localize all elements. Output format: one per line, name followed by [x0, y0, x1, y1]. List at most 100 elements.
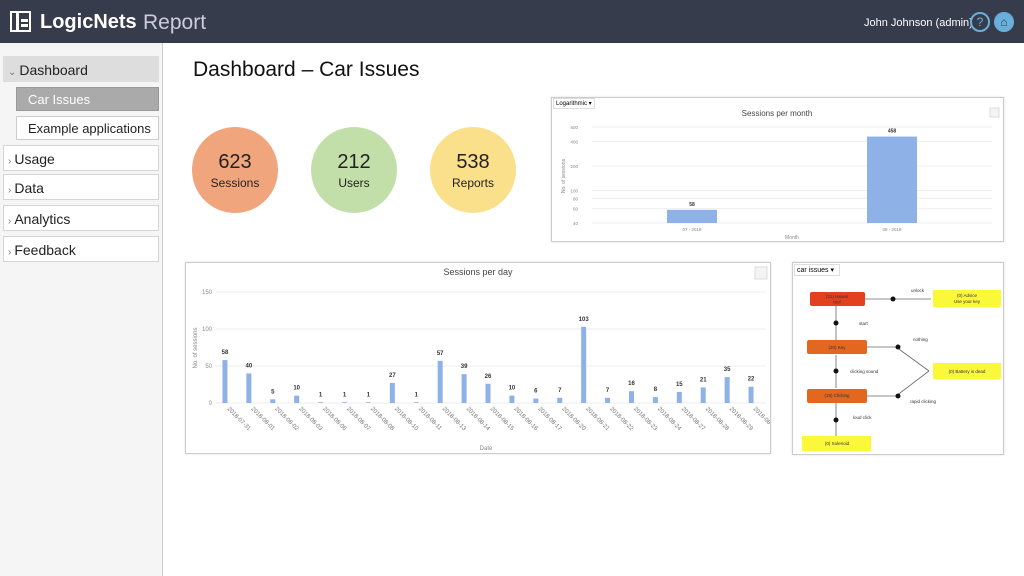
data-label: 103	[579, 317, 590, 323]
chevron-right-icon: ›	[8, 247, 12, 258]
node-key[interactable]	[807, 340, 867, 354]
y-tick-label: 100	[570, 189, 578, 194]
data-label: 10	[293, 386, 300, 392]
node-advice-sublabel: Use your key	[954, 299, 981, 304]
scale-selector[interactable]: Logarithmic ▾	[553, 98, 595, 109]
x-tick-label: 2018-08-16	[512, 406, 538, 432]
sidebar-item-dashboard[interactable]: ⌄ Dashboard	[3, 56, 159, 82]
data-label: 57	[437, 351, 444, 357]
sidebar-item-usage[interactable]: › Usage	[3, 145, 159, 171]
node-advice[interactable]	[933, 290, 1001, 307]
node-battery[interactable]	[933, 363, 1001, 379]
y-tick-label: 50	[205, 364, 212, 370]
data-label: 10	[509, 386, 516, 392]
bar	[222, 360, 228, 403]
kpi-reports: 538 Reports	[430, 127, 516, 213]
x-tick-label: 2018-08-22	[608, 406, 634, 432]
x-tick-label: 2018-08-15	[489, 406, 515, 432]
bar	[389, 383, 395, 403]
node-solenoid[interactable]	[802, 436, 871, 451]
chevron-right-icon: ›	[8, 185, 12, 196]
data-label: 7	[606, 388, 610, 394]
bar	[509, 395, 515, 403]
chart-menu-button	[754, 266, 768, 280]
edge-label: unlock	[911, 288, 925, 293]
kpi-label: Users	[338, 176, 370, 190]
node-advice-label: (0) Advice	[957, 293, 978, 298]
data-label: 1	[415, 392, 419, 398]
sidebar-item-data[interactable]: › Data	[3, 174, 159, 200]
node-clicking[interactable]	[807, 389, 867, 403]
sessions-per-day-chart: Sessions per day 0 50 100 150 No. of sessions…	[193, 266, 778, 452]
data-label: 458	[888, 129, 897, 135]
x-tick-label: 2018-08-01	[249, 406, 275, 432]
bar	[628, 391, 634, 403]
sessions-per-month-chart: Sessions per month 40 60 80 100 200 400 600 No. …	[561, 107, 1000, 241]
y-tick-label: 600	[570, 125, 578, 130]
brand-name: LogicNets	[40, 11, 137, 33]
edge-label: clicking sound	[850, 369, 879, 374]
data-label: 58	[222, 350, 229, 356]
y-axis-label: No. of sessions	[561, 158, 567, 193]
x-tick-label: 2018-08-28	[704, 406, 730, 432]
data-label: 22	[748, 377, 755, 383]
bar	[485, 383, 491, 403]
chevron-right-icon: ›	[8, 156, 12, 167]
sidebar-item-analytics[interactable]: › Analytics	[3, 205, 159, 231]
bar	[667, 209, 717, 223]
sidebar-item-example-applications[interactable]: Example applications	[16, 116, 159, 140]
bar	[270, 399, 276, 403]
x-tick-label: 2018-08-02	[273, 406, 299, 432]
data-label: 27	[389, 373, 396, 379]
car-issues-flow-diagram: (21) Issues tool (20) Key (19) Clicking …	[802, 288, 1001, 451]
x-tick-label: 2018-08-10	[393, 406, 419, 432]
data-label: 5	[271, 389, 275, 395]
x-tick-label: 2018-08-30	[752, 406, 770, 432]
chevron-down-icon: ⌄	[8, 67, 17, 78]
sidebar-item-label: Data	[14, 180, 44, 196]
bar	[318, 402, 324, 403]
x-tick-label: 2018-08-08	[369, 406, 395, 432]
bar	[342, 402, 348, 403]
y-tick-label: 100	[202, 327, 213, 333]
sidebar-item-label: Feedback	[14, 242, 76, 258]
node-issues[interactable]	[810, 292, 865, 306]
home-icon[interactable]: ⌂	[994, 12, 1014, 32]
sidebar-item-label: Analytics	[14, 211, 71, 227]
diagram-selector-value: car issues	[797, 267, 829, 274]
data-label: 1	[367, 392, 371, 398]
sidebar-item-car-issues[interactable]: Car Issues	[16, 87, 159, 111]
chevron-right-icon: ›	[8, 216, 12, 227]
bar	[652, 397, 658, 403]
x-tick-label: 2018-07-31	[226, 406, 252, 432]
bar	[748, 386, 754, 403]
x-tick-label: 2018-08-03	[297, 406, 323, 432]
y-tick-label: 150	[202, 290, 213, 296]
product-name: Report	[143, 11, 207, 34]
bar	[533, 398, 539, 403]
app-header: LogicNets Report John Johnson (admin) ? …	[0, 0, 1024, 43]
edge-label: start	[859, 321, 869, 326]
help-icon[interactable]: ?	[970, 12, 990, 32]
page-title: Dashboard – Car Issues	[193, 58, 420, 81]
x-tick-label: 2018-08-14	[465, 406, 491, 432]
x-tick-label: 2018-08-06	[321, 406, 347, 432]
x-tick-label: 2018-08-27	[680, 406, 706, 432]
diagram-selector[interactable]: car issues ▾	[794, 264, 840, 276]
chart-menu-button	[989, 107, 1000, 118]
bar	[605, 397, 611, 403]
y-tick-label: 200	[570, 164, 578, 169]
data-label: 35	[724, 367, 731, 373]
x-tick-label: 2018-08-07	[345, 406, 371, 432]
chart-title: Sessions per month	[742, 109, 813, 118]
user-name[interactable]: John Johnson (admin)	[864, 17, 973, 29]
x-tick-label: 2018-08-20	[560, 406, 586, 432]
data-label: 21	[700, 377, 707, 383]
x-tick-label: 08 - 2018	[882, 227, 902, 232]
kpi-value: 623	[218, 151, 252, 173]
sessions-per-month-panel: Logarithmic ▾ Sessions per month 40 60 80 10…	[551, 97, 1004, 242]
edge-label: rapid clicking	[910, 399, 937, 404]
data-label: 58	[689, 202, 695, 208]
sidebar-item-feedback[interactable]: › Feedback	[3, 236, 159, 262]
x-axis-label: Date	[480, 446, 493, 452]
